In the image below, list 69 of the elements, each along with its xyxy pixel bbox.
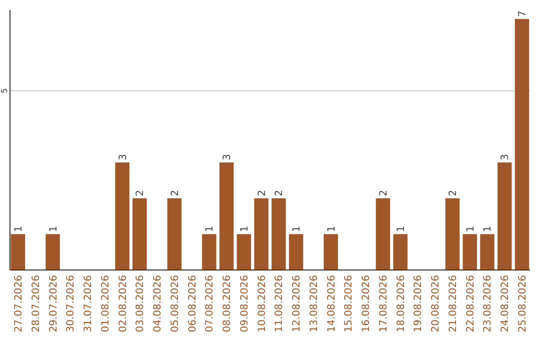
x-tick-label: 08.08.2026	[222, 275, 234, 332]
bar	[115, 162, 130, 270]
bar	[46, 234, 60, 270]
bar	[132, 198, 147, 270]
bar	[498, 162, 512, 270]
data-label: 2	[135, 190, 146, 196]
data-label: 1	[13, 226, 24, 232]
x-tick-label: 17.08.2026	[378, 275, 390, 332]
x-tick-label: 15.08.2026	[344, 275, 355, 332]
x-tick-label: 29.07.2026	[48, 275, 60, 332]
data-label: 2	[170, 190, 181, 196]
x-tick-label: 23.08.2026	[482, 275, 494, 332]
bar	[254, 198, 268, 270]
data-label: 2	[256, 190, 268, 196]
x-tick-label: 24.08.2026	[500, 275, 512, 332]
data-label: 1	[396, 226, 407, 232]
bar	[324, 234, 338, 270]
bar	[202, 234, 216, 270]
bar	[167, 198, 182, 270]
x-tick-label: 19.08.2026	[413, 275, 424, 332]
bar	[480, 234, 494, 270]
bar	[462, 234, 477, 270]
x-tick-label: 18.08.2026	[396, 275, 407, 332]
x-tick-label: 31.07.2026	[83, 275, 94, 332]
data-label: 1	[482, 226, 494, 232]
data-label: 3	[500, 154, 512, 160]
data-label: 1	[292, 226, 303, 232]
x-tick-label: 09.08.2026	[239, 275, 250, 332]
bar	[10, 234, 26, 270]
bar	[288, 234, 304, 270]
x-tick-label: 06.08.2026	[187, 275, 198, 332]
x-tick-label: 02.08.2026	[118, 275, 129, 332]
x-tick-label: 22.08.2026	[465, 275, 476, 332]
bar	[272, 198, 286, 270]
data-label: 1	[48, 226, 60, 232]
x-tick-label: 04.08.2026	[152, 275, 164, 332]
x-tick-label: 25.08.2026	[518, 275, 529, 332]
x-tick-label: 14.08.2026	[326, 275, 338, 332]
x-tick-label: 20.08.2026	[430, 275, 442, 332]
data-label: 3	[222, 154, 234, 160]
x-tick-label: 12.08.2026	[292, 275, 303, 332]
x-tick-label: 11.08.2026	[274, 275, 286, 332]
x-tick-label: 30.07.2026	[66, 275, 77, 332]
x-tick-label: 28.07.2026	[30, 275, 42, 332]
x-tick-label: 05.08.2026	[170, 275, 181, 332]
y-tick-label: 5	[0, 88, 9, 94]
bar	[219, 162, 234, 270]
bar	[393, 234, 408, 270]
data-label: 2	[378, 190, 390, 196]
data-label: 3	[118, 154, 129, 160]
bar	[236, 234, 252, 270]
data-label: 2	[274, 190, 286, 196]
bar	[514, 18, 530, 270]
x-tick-label: 13.08.2026	[308, 275, 320, 332]
data-label: 7	[518, 10, 529, 17]
x-tick-label: 10.08.2026	[256, 275, 268, 332]
x-tick-label: 03.08.2026	[135, 275, 146, 332]
bar	[376, 198, 390, 270]
data-label: 2	[448, 190, 459, 196]
x-tick-label: 16.08.2026	[361, 275, 372, 332]
x-tick-label: 27.07.2026	[13, 275, 24, 332]
data-label: 1	[204, 226, 216, 232]
data-label: 1	[326, 226, 338, 232]
x-tick-label: 01.08.2026	[100, 275, 112, 332]
data-label: 1	[465, 226, 476, 232]
x-tick-label: 07.08.2026	[204, 275, 216, 332]
data-label: 1	[239, 226, 250, 232]
bar	[445, 198, 460, 270]
x-tick-label: 21.08.2026	[448, 275, 459, 332]
